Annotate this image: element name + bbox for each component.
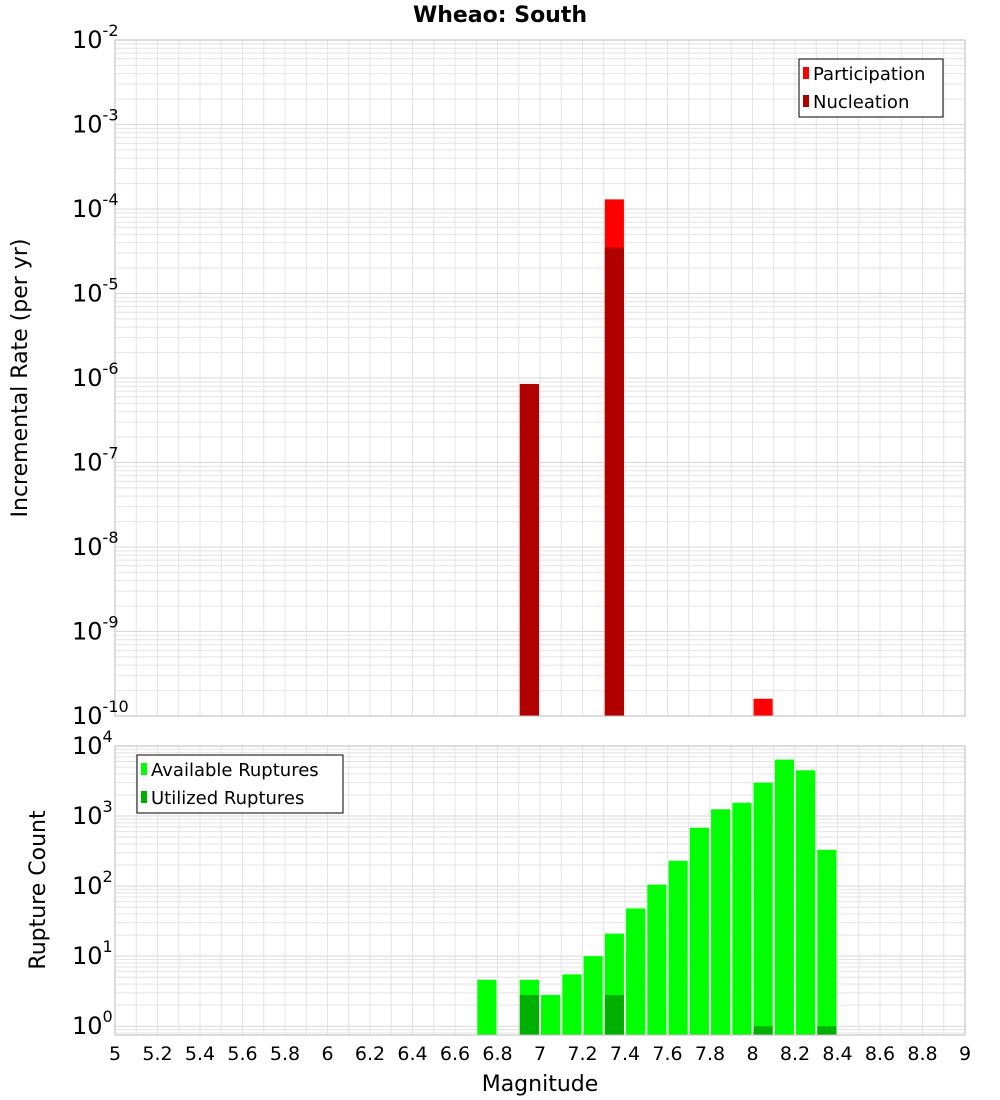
available-ruptures-bar [753, 782, 773, 1035]
bottom-y-axis-label: Rupture Count [26, 810, 51, 970]
x-tick-label: 6.2 [355, 1043, 385, 1065]
top-y-axis-label: Incremental Rate (per yr) [8, 239, 33, 518]
x-tick-label: 7.4 [610, 1043, 640, 1065]
x-tick-label: 6.8 [482, 1043, 512, 1065]
bottom-y-tick-label: 100 [72, 1007, 113, 1040]
available-ruptures-bar [732, 802, 752, 1035]
available-ruptures-bar [796, 770, 816, 1035]
participation-bar [753, 698, 773, 716]
x-tick-label: 7 [534, 1043, 546, 1065]
x-tick-label: 7.2 [567, 1043, 597, 1065]
available-ruptures-bar [562, 974, 582, 1035]
available-ruptures-bar [541, 994, 561, 1035]
legend-label: Nucleation [813, 92, 909, 113]
x-tick-label: 5.4 [185, 1043, 215, 1065]
legend-label: Utilized Ruptures [151, 788, 304, 809]
top-y-tick-label: 10-3 [72, 106, 119, 139]
x-tick-label: 8.2 [780, 1043, 810, 1065]
top-y-tick-label: 10-9 [72, 613, 119, 646]
x-tick-label: 6.4 [397, 1043, 427, 1065]
top-y-tick-label: 10-7 [72, 444, 119, 477]
nucleation-bar [604, 247, 624, 716]
x-tick-label: 8 [746, 1043, 758, 1065]
top-y-tick-label: 10-6 [72, 359, 119, 392]
available-ruptures-bar [668, 860, 688, 1035]
x-axis-label: Magnitude [482, 1072, 599, 1097]
bottom-y-tick-label: 103 [72, 797, 113, 830]
x-tick-label: 7.8 [695, 1043, 725, 1065]
x-tick-label: 6 [321, 1043, 333, 1065]
legend-swatch [141, 763, 147, 775]
available-ruptures-bar [583, 956, 603, 1035]
x-tick-label: 8.8 [907, 1043, 937, 1065]
legend-swatch [803, 95, 809, 107]
x-tick-label: 5 [109, 1043, 121, 1065]
x-tick-label: 9 [959, 1043, 971, 1065]
legend-label: Participation [813, 64, 925, 85]
bottom-y-tick-label: 102 [72, 867, 113, 900]
legend-swatch [141, 791, 147, 803]
available-ruptures-bar [477, 979, 497, 1035]
chart-title: Wheao: South [413, 3, 587, 28]
utilized-ruptures-bar [604, 994, 624, 1035]
available-ruptures-bar [626, 908, 646, 1035]
bottom-legend [136, 754, 344, 814]
x-tick-label: 5.6 [227, 1043, 257, 1065]
top-plot-frame [114, 39, 966, 717]
top-y-tick-label: 10-10 [72, 697, 129, 730]
legend-swatch [803, 67, 809, 79]
bottom-y-tick-label: 101 [72, 937, 113, 970]
utilized-ruptures-bar [519, 994, 539, 1035]
top-y-tick-label: 10-5 [72, 275, 119, 308]
top-y-tick-label: 10-4 [72, 190, 119, 223]
legend-label: Available Ruptures [151, 760, 319, 781]
available-ruptures-bar [774, 759, 794, 1035]
x-tick-label: 7.6 [652, 1043, 682, 1065]
top-y-tick-label: 10-8 [72, 528, 119, 561]
x-tick-label: 8.6 [865, 1043, 895, 1065]
available-ruptures-bar [817, 849, 837, 1035]
x-tick-label: 8.4 [822, 1043, 852, 1065]
x-tick-label: 5.2 [142, 1043, 172, 1065]
nucleation-bar [519, 383, 539, 716]
top-y-tick-label: 10-2 [72, 21, 119, 54]
x-tick-label: 6.6 [440, 1043, 470, 1065]
x-tick-label: 5.8 [270, 1043, 300, 1065]
utilized-ruptures-bar [753, 1026, 773, 1035]
utilized-ruptures-bar [817, 1026, 837, 1035]
available-ruptures-bar [647, 884, 667, 1035]
top-legend [798, 58, 944, 118]
available-ruptures-bar [711, 809, 731, 1035]
bottom-y-tick-label: 104 [72, 727, 113, 760]
available-ruptures-bar [689, 827, 709, 1035]
bottom-plot-frame [114, 745, 966, 1036]
